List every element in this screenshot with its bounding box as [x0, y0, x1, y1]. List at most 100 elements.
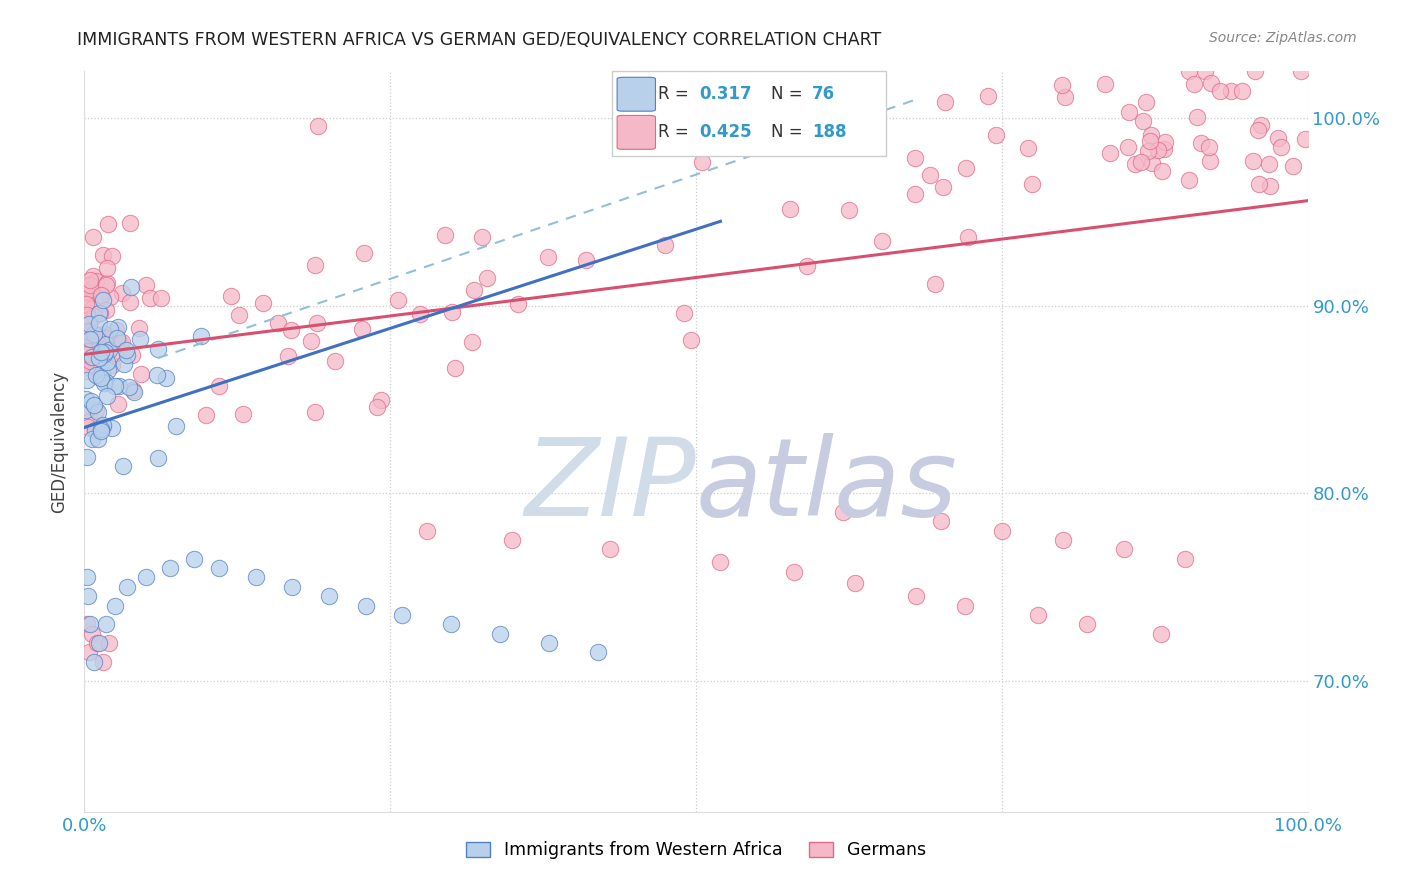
Point	[75, 291, 97, 305]
Point	[104, 599, 127, 613]
Point	[75, 285, 97, 300]
Point	[82, 351, 104, 365]
Point	[904, 151, 927, 165]
Point	[1185, 111, 1208, 125]
Point	[370, 392, 392, 407]
Point	[87, 343, 110, 357]
Point	[114, 343, 136, 358]
Point	[111, 334, 134, 349]
Point	[304, 258, 326, 272]
Point	[1189, 136, 1212, 150]
Point	[1270, 140, 1292, 154]
Point	[139, 291, 162, 305]
Point	[77, 589, 100, 603]
Point	[1182, 77, 1205, 91]
Point	[1139, 134, 1161, 148]
Point	[105, 323, 128, 337]
Point	[97, 363, 120, 377]
Point	[1028, 607, 1050, 622]
Point	[838, 202, 860, 217]
Point	[1208, 84, 1230, 98]
Point	[82, 336, 104, 351]
Point	[673, 306, 696, 320]
Point	[502, 533, 524, 547]
Point	[91, 248, 114, 262]
Point	[1140, 156, 1163, 170]
Point	[80, 394, 103, 409]
Point	[245, 570, 267, 584]
Point	[75, 294, 97, 309]
Point	[135, 570, 157, 584]
Point	[111, 286, 134, 301]
Point	[354, 599, 377, 613]
Point	[489, 626, 512, 640]
Point	[1154, 136, 1177, 150]
Point	[94, 337, 117, 351]
Point	[87, 636, 110, 650]
Point	[1281, 159, 1303, 173]
Point	[76, 450, 98, 465]
Point	[86, 327, 108, 342]
Point	[1258, 156, 1281, 170]
Point	[267, 316, 290, 330]
Point	[83, 309, 105, 323]
Point	[96, 260, 118, 275]
Point	[76, 308, 98, 322]
Point	[82, 268, 104, 283]
Point	[353, 246, 375, 260]
Point	[409, 308, 432, 322]
Point	[190, 329, 212, 343]
Point	[79, 414, 101, 428]
Point	[1267, 131, 1289, 145]
Point	[83, 424, 105, 438]
Text: 0.317: 0.317	[699, 86, 752, 103]
Point	[100, 249, 122, 263]
Point	[1114, 542, 1136, 557]
Point	[1021, 177, 1043, 191]
Point	[79, 354, 101, 368]
Point	[104, 379, 127, 393]
Point	[537, 251, 560, 265]
Point	[96, 276, 118, 290]
Point	[1247, 177, 1270, 191]
Point	[165, 419, 187, 434]
Point	[709, 556, 731, 570]
Point	[76, 364, 98, 378]
Point	[252, 296, 274, 310]
Point	[1232, 84, 1254, 98]
Point	[90, 371, 112, 385]
Point	[387, 293, 409, 307]
Point	[79, 401, 101, 416]
Point	[932, 180, 955, 194]
Point	[991, 524, 1014, 538]
Point	[434, 228, 457, 243]
Point	[75, 343, 97, 357]
Point	[918, 168, 941, 182]
Point	[108, 379, 131, 393]
Point	[97, 343, 120, 357]
Point	[93, 347, 115, 361]
Point	[1017, 141, 1039, 155]
Point	[87, 305, 110, 319]
Point	[194, 408, 217, 422]
Point	[84, 403, 107, 417]
Point	[75, 403, 97, 417]
Point	[1054, 90, 1077, 104]
Point	[159, 561, 181, 575]
Point	[924, 277, 946, 292]
Point	[122, 385, 145, 400]
Point	[112, 357, 135, 371]
Point	[232, 407, 254, 421]
Point	[690, 154, 713, 169]
Point	[1118, 104, 1140, 119]
Point	[1139, 128, 1161, 142]
Legend: Immigrants from Western Africa, Germans: Immigrants from Western Africa, Germans	[458, 834, 934, 866]
Point	[89, 306, 111, 320]
Point	[76, 373, 98, 387]
Point	[1116, 140, 1139, 154]
Point	[75, 314, 97, 328]
Point	[779, 202, 801, 216]
Point	[75, 348, 97, 362]
Point	[1130, 154, 1153, 169]
Point	[87, 351, 110, 366]
